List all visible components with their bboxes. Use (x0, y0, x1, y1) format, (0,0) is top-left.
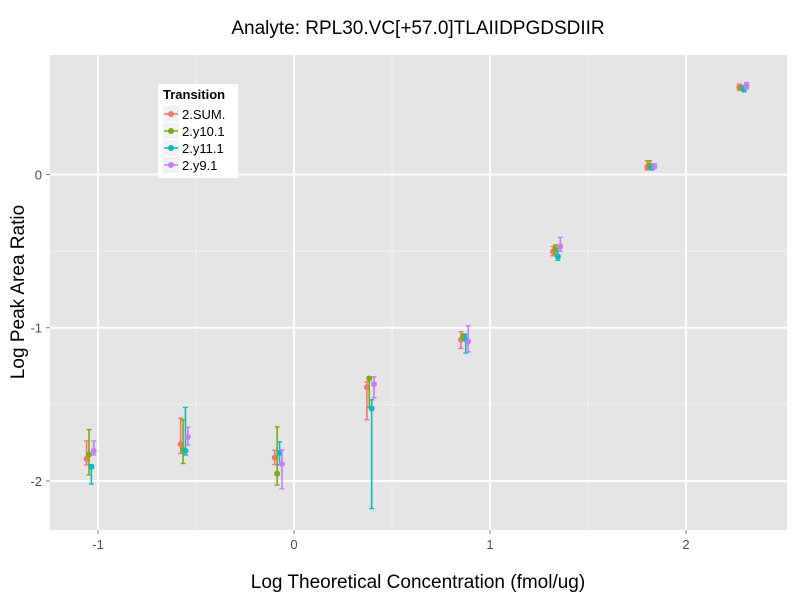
legend-marker (168, 128, 174, 134)
data-point (651, 163, 658, 170)
legend-label: 2.y11.1 (182, 141, 224, 156)
legend-marker (168, 145, 174, 151)
y-axis-label: Log Peak Area Ratio (8, 205, 29, 379)
legend-marker (168, 111, 174, 117)
data-point (85, 451, 92, 458)
x-tick-label: 0 (290, 537, 297, 552)
data-point (274, 470, 281, 477)
data-point (278, 460, 285, 467)
data-point (465, 338, 472, 345)
legend: Transition 2.SUM. 2.y10.1 2.y11.1 2.y9.1 (158, 84, 238, 178)
data-point (88, 463, 95, 470)
data-point (177, 441, 184, 448)
x-tick-label: -1 (92, 537, 104, 552)
data-point (276, 449, 283, 456)
y-tick-label: 0 (35, 168, 42, 183)
data-point (554, 253, 561, 260)
x-tick-label: 1 (486, 537, 493, 552)
data-point (557, 243, 564, 250)
data-point (90, 447, 97, 454)
legend-label: 2.y9.1 (182, 158, 217, 173)
legend-label: 2.y10.1 (182, 124, 225, 139)
data-point (743, 82, 750, 89)
x-axis-label: Log Theoretical Concentration (fmol/ug) (251, 572, 585, 593)
legend-label: 2.SUM. (182, 107, 225, 122)
data-point (366, 375, 373, 382)
chart-title: Analyte: RPL30.VC[+57.0]TLAIIDPGDSDIIR (231, 18, 604, 39)
legend-marker (168, 162, 174, 168)
y-tick-label: -2 (30, 474, 42, 489)
x-tick-label: 2 (682, 537, 689, 552)
legend-title: Transition (163, 87, 225, 102)
data-point (363, 384, 370, 391)
data-point (271, 454, 278, 461)
data-point (184, 433, 191, 440)
data-point (182, 447, 189, 454)
data-point (371, 381, 378, 388)
data-point (368, 405, 375, 412)
y-tick-label: -1 (30, 321, 42, 336)
